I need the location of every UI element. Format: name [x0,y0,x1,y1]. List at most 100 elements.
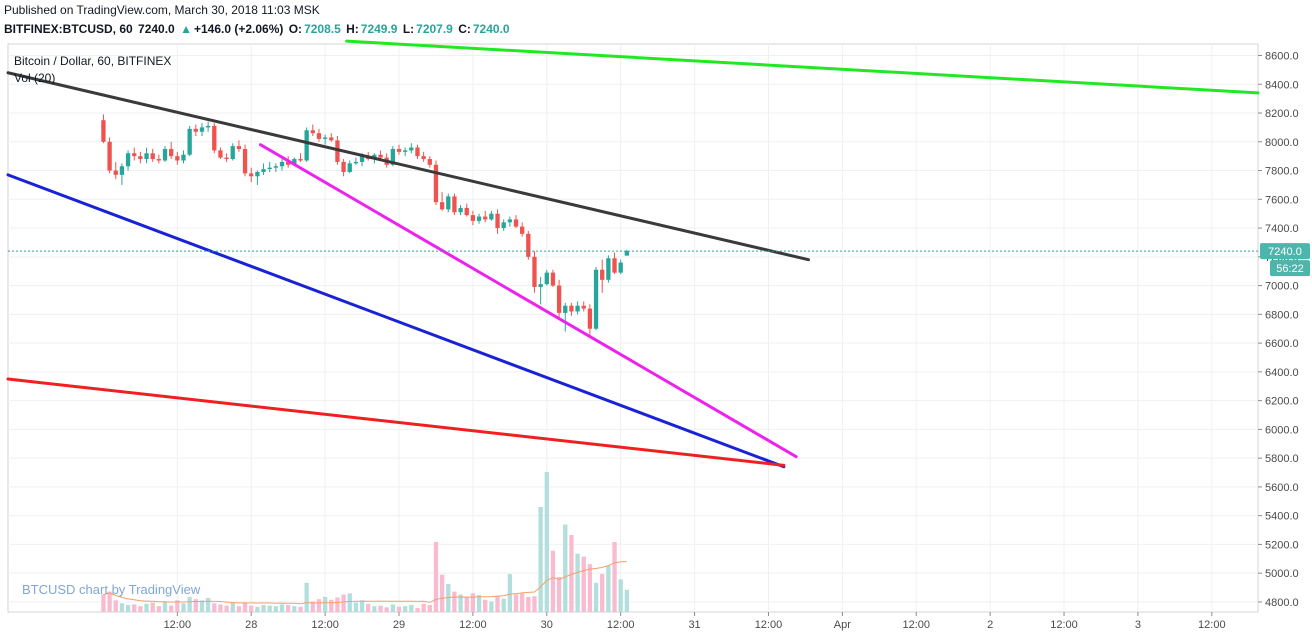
volume-bar [286,605,291,612]
y-tick-label: 8000.0 [1265,137,1299,149]
candle-body [292,159,297,165]
candle-body [550,272,556,286]
candle-body [261,169,266,172]
candle-body [600,269,605,280]
candle-body [581,305,586,309]
candle-body [433,164,439,203]
low-label: L: [402,22,415,36]
trendline-blue [6,173,786,469]
symbol-name[interactable]: BITFINEX:BTCUSD, 60 [4,22,133,36]
volume-bar [175,600,180,612]
volume-bar [279,604,285,612]
volume-bar [199,600,205,612]
candle-body [575,305,580,312]
open-label: O: [288,22,303,36]
volume-bar [600,574,605,612]
candle-body [378,154,383,158]
plot-frame [7,43,1259,613]
x-tick-label: 29 [393,619,405,631]
volume-bar [563,524,568,612]
candle-body [396,148,402,152]
volume-bar [378,605,383,612]
candle-body [298,159,303,161]
volume-bar [255,606,260,612]
volume-bar [138,606,143,612]
y-tick-label: 5600.0 [1265,482,1299,494]
volume-bar [384,607,389,612]
volume-bar [526,596,531,612]
volume-bar [298,606,303,612]
candle-body [446,196,451,210]
volume-bar [513,594,519,612]
y-tick-label: 6400.0 [1265,367,1299,379]
x-tick-label: 2 [987,619,993,631]
candle-body [279,161,285,167]
published-line: Published on TradingView.com, March 30, … [4,3,320,17]
candle-body [563,305,568,313]
candle-body [421,156,426,160]
candle-body [439,202,445,210]
y-tick-label: 6200.0 [1265,396,1299,408]
volume-ma-line [103,561,627,605]
volume-bar [162,601,168,612]
candle-body [347,163,352,172]
volume-bar [483,599,488,612]
volume-bar [144,603,149,612]
candle-body [162,148,168,161]
trendline-red [6,377,786,467]
candle-body [538,284,543,288]
candle-body [218,150,223,158]
candle-body [193,128,198,132]
chart-title: Bitcoin / Dollar, 60, BITFINEX [14,54,172,68]
trendline-black [6,71,810,262]
volume-bar [501,598,506,612]
volume-bar [415,607,420,612]
candle-body [587,308,593,329]
candle-body [624,251,629,256]
volume-bar [304,582,309,612]
candle-body [119,166,125,175]
volume-bar [366,603,371,612]
candle-body [618,262,623,273]
y-tick-label: 7400.0 [1265,223,1299,235]
candle-body [427,159,432,165]
volume-bar [464,596,469,612]
candle-body [230,146,235,160]
y-tick-label: 5800.0 [1265,453,1299,465]
volume-bar [187,596,192,612]
y-tick-label: 5400.0 [1265,511,1299,523]
candle-body [593,269,599,329]
up-arrow-icon: ▲ [180,22,192,36]
volume-bar [489,601,494,612]
x-tick-label: 31 [688,619,700,631]
candle-body [470,215,476,221]
volume-bar [556,577,562,612]
volume-bar [107,591,112,612]
volume-bar [624,589,629,612]
candle-body [476,216,482,221]
candle-body [125,153,131,167]
volume-bar [550,550,556,612]
candle-body [341,161,346,172]
trendline-green [345,39,1260,95]
volume-bar [261,605,266,612]
volume-bar [335,597,340,612]
volume-bar [273,606,279,612]
candle-body [544,272,549,285]
candle-body [415,147,420,157]
candle-body [107,141,112,171]
price-tag-label: 7240.0 [1268,246,1302,258]
volume-bar [292,606,297,612]
candle-body [304,130,309,161]
volume-bar [230,602,235,612]
volume-bar [310,601,315,612]
volume-bar [458,594,463,612]
candle-body [132,153,137,157]
candle-body [255,171,260,177]
candle-body [390,148,396,165]
volume-bar [403,606,408,612]
watermark[interactable]: BTCUSD chart by TradingView [22,582,201,597]
volume-bar [581,556,586,612]
volume-bar [242,602,248,612]
